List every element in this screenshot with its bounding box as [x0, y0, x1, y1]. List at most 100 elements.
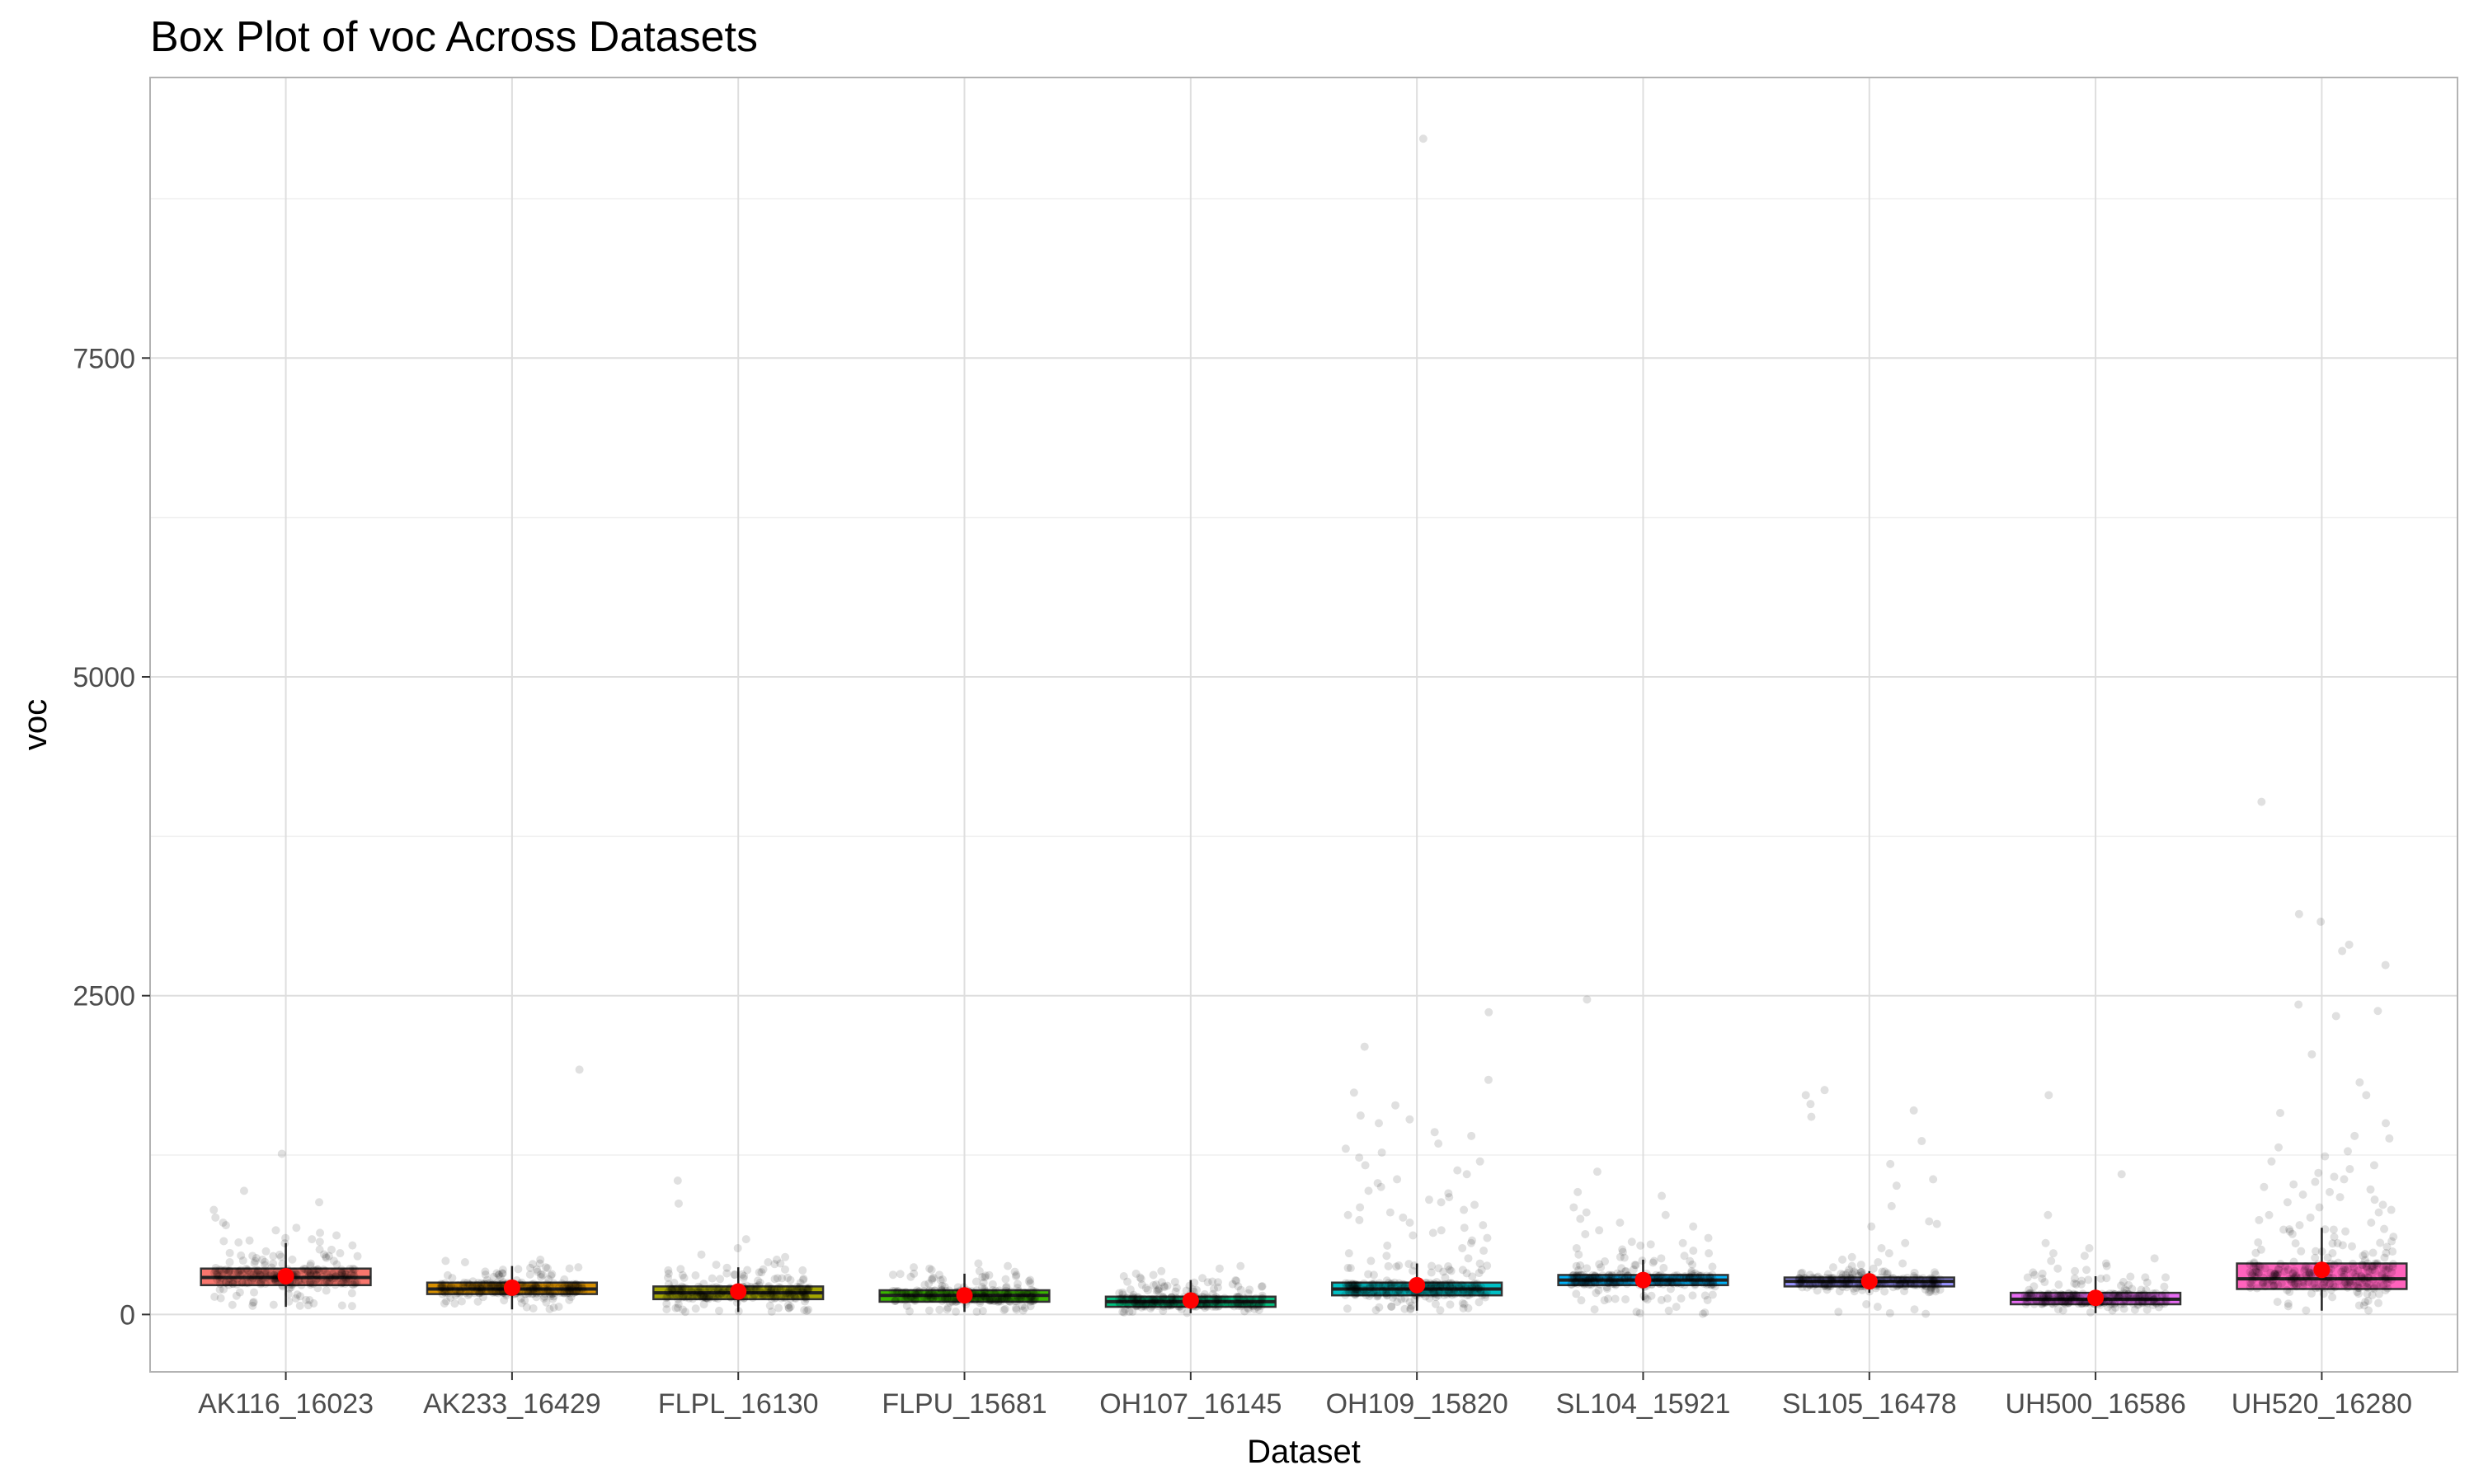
outlier-point: [673, 1176, 682, 1185]
data-point: [750, 1285, 760, 1294]
data-point: [213, 1269, 222, 1278]
data-point: [496, 1287, 506, 1296]
data-point: [1232, 1276, 1241, 1285]
data-point: [1687, 1267, 1696, 1276]
data-point: [1188, 1285, 1197, 1294]
data-point: [1143, 1285, 1152, 1294]
data-point: [1345, 1282, 1354, 1291]
data-point: [1679, 1272, 1688, 1281]
outlier-point: [2080, 1252, 2089, 1261]
outlier-point: [772, 1255, 781, 1264]
data-point: [1904, 1278, 1913, 1287]
outlier-point: [1892, 1181, 1901, 1190]
outlier-point: [1618, 1247, 1627, 1256]
data-point: [910, 1295, 920, 1304]
data-point: [214, 1272, 223, 1281]
data-point: [440, 1284, 449, 1294]
data-point: [1571, 1278, 1580, 1287]
outlier-point: [1445, 1193, 1454, 1202]
data-point: [2362, 1282, 2371, 1291]
outlier-point: [1434, 1139, 1443, 1148]
data-point: [891, 1296, 900, 1305]
data-point: [2343, 1265, 2352, 1274]
data-point: [2326, 1285, 2335, 1294]
data-point: [1023, 1289, 1032, 1298]
data-point: [1430, 1289, 1439, 1298]
data-point: [1458, 1298, 1467, 1308]
data-point: [2299, 1278, 2308, 1287]
outlier-point: [1845, 1266, 1854, 1275]
data-point: [1824, 1277, 1833, 1286]
data-point: [1232, 1292, 1241, 1301]
data-point: [2269, 1281, 2279, 1290]
data-point: [2363, 1266, 2373, 1275]
data-point: [288, 1255, 297, 1264]
data-point: [1832, 1275, 1841, 1284]
data-point: [2060, 1291, 2069, 1300]
data-point: [1012, 1305, 1021, 1314]
data-point: [1345, 1280, 1354, 1289]
data-point: [2133, 1294, 2142, 1303]
data-point: [1821, 1280, 1830, 1289]
data-point: [551, 1289, 560, 1298]
data-point: [293, 1270, 302, 1280]
data-point: [1797, 1278, 1806, 1287]
data-point: [890, 1297, 899, 1306]
data-point: [976, 1297, 985, 1306]
data-point: [693, 1288, 702, 1297]
data-point: [571, 1287, 581, 1296]
data-point: [2142, 1285, 2151, 1294]
data-point: [1802, 1279, 1811, 1288]
outlier-point: [245, 1236, 254, 1245]
data-point: [2268, 1277, 2277, 1286]
data-point: [778, 1274, 787, 1283]
data-point: [2246, 1279, 2255, 1288]
data-point: [1886, 1278, 1895, 1287]
outlier-point: [1355, 1153, 1364, 1162]
data-point: [2133, 1301, 2142, 1310]
data-point: [1572, 1271, 1581, 1280]
data-point: [1371, 1286, 1380, 1295]
data-point: [1820, 1281, 1829, 1290]
data-point: [1027, 1296, 1036, 1305]
data-point: [2354, 1284, 2363, 1293]
data-point: [1842, 1277, 1851, 1286]
data-point: [2021, 1299, 2030, 1308]
outlier-point: [1632, 1308, 1641, 1317]
data-point: [236, 1270, 245, 1280]
data-point: [1021, 1295, 1030, 1304]
data-point: [463, 1291, 473, 1300]
data-point: [1602, 1273, 1611, 1282]
data-point: [1164, 1300, 1173, 1309]
data-point: [1352, 1289, 1362, 1298]
data-point: [1433, 1286, 1442, 1295]
data-point: [2382, 1265, 2391, 1274]
outlier-point: [2044, 1210, 2053, 1219]
data-point: [256, 1270, 266, 1280]
data-point: [770, 1294, 779, 1303]
outlier-point: [1869, 1264, 1878, 1273]
data-point: [679, 1292, 688, 1301]
data-point: [2362, 1263, 2371, 1272]
data-point: [779, 1293, 788, 1302]
data-point: [1006, 1287, 1015, 1296]
data-point: [2387, 1237, 2396, 1246]
data-point: [662, 1299, 671, 1308]
data-point: [465, 1281, 474, 1290]
data-point: [1702, 1280, 1711, 1289]
data-point: [2108, 1306, 2117, 1315]
outlier-point: [2030, 1270, 2039, 1280]
outlier-point: [2044, 1091, 2053, 1100]
data-point: [694, 1282, 703, 1291]
data-point: [557, 1279, 567, 1288]
data-point: [2272, 1271, 2281, 1280]
data-point: [1244, 1289, 1253, 1298]
data-point: [1615, 1271, 1624, 1280]
data-point: [1232, 1298, 1241, 1307]
data-point: [250, 1288, 259, 1297]
data-point: [943, 1303, 952, 1313]
data-point: [1827, 1281, 1836, 1290]
data-point: [2363, 1279, 2372, 1288]
outlier-point: [1820, 1086, 1829, 1095]
data-point: [1643, 1295, 1652, 1304]
